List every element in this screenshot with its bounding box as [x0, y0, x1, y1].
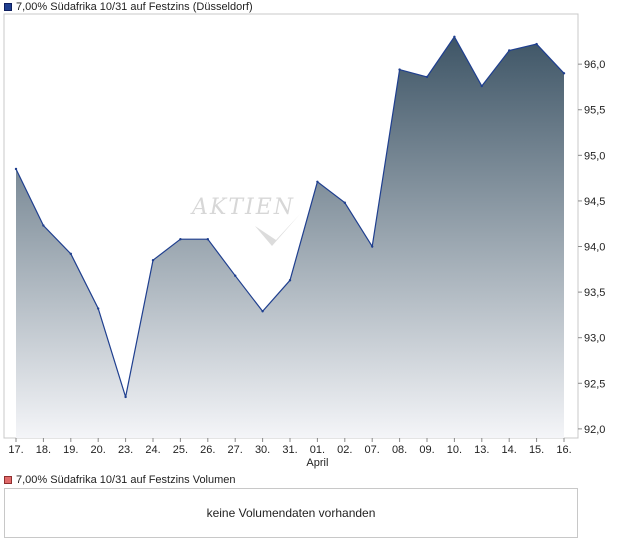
price-point — [69, 252, 73, 256]
y-tick-label: 95,5 — [584, 105, 605, 117]
x-tick-label: 17. — [8, 444, 23, 456]
price-chart: AKTIEN 92,092,593,093,594,094,595,095,59… — [3, 13, 605, 469]
x-tick-label: 26. — [200, 444, 215, 456]
price-legend-label: 7,00% Südafrika 10/31 auf Festzins (Düss… — [16, 1, 253, 13]
price-point — [562, 72, 566, 75]
price-legend: 7,00% Südafrika 10/31 auf Festzins (Düss… — [4, 0, 253, 14]
x-axis-month-label: April — [306, 457, 328, 469]
x-tick-label: 24. — [145, 444, 160, 456]
x-tick-label: 30. — [255, 444, 270, 456]
x-tick-label: 08. — [392, 444, 407, 456]
x-tick-label: 02. — [337, 444, 352, 456]
price-point — [480, 84, 483, 88]
y-tick-label: 93,5 — [584, 287, 605, 299]
x-tick-label: 07. — [365, 444, 380, 456]
price-point — [535, 42, 538, 46]
price-point — [425, 75, 429, 79]
x-tick-label: 20. — [91, 444, 106, 456]
price-point — [151, 258, 155, 262]
price-point — [453, 35, 456, 38]
y-tick-label: 92,0 — [584, 424, 605, 436]
y-tick-label: 92,5 — [584, 378, 605, 390]
volume-legend-swatch — [4, 476, 12, 484]
volume-legend: 7,00% Südafrika 10/31 auf Festzins Volum… — [4, 473, 236, 487]
y-tick-label: 94,5 — [584, 196, 605, 208]
y-tick-label: 94,0 — [584, 242, 605, 254]
price-area-fill — [16, 36, 564, 439]
x-tick-label: 25. — [173, 444, 188, 456]
price-legend-swatch — [4, 3, 12, 11]
y-tick-label: 95,0 — [584, 150, 605, 162]
x-tick-label: 18. — [36, 444, 51, 456]
price-point — [234, 274, 237, 277]
price-points — [14, 35, 566, 399]
volume-empty-message: keine Volumendaten vorhanden — [206, 506, 376, 520]
price-point — [508, 49, 511, 52]
price-point — [206, 238, 209, 241]
volume-panel: keine Volumendaten vorhanden — [4, 488, 578, 538]
x-tick-label: 19. — [63, 444, 78, 456]
price-point — [124, 395, 127, 399]
y-tick-label: 93,0 — [584, 333, 605, 345]
x-tick-label: 27. — [228, 444, 243, 456]
watermark-text: AKTIEN — [190, 195, 295, 220]
watermark-check-icon — [255, 214, 300, 246]
x-tick-label: 16. — [556, 444, 571, 456]
x-tick-label: 09. — [419, 444, 434, 456]
x-tick-label: 14. — [502, 444, 517, 456]
price-point — [97, 307, 100, 310]
price-point — [288, 279, 292, 282]
price-point — [179, 238, 182, 241]
price-point — [316, 180, 319, 183]
price-point — [343, 201, 346, 204]
y-axis-ticks: 92,0 92,5 93,0 93,5 94,0 94,5 95,0 95,5 96,0 — [578, 59, 605, 436]
price-point — [398, 68, 401, 71]
x-tick-label: 01. — [310, 444, 325, 456]
x-tick-label: 15. — [529, 444, 544, 456]
watermark: AKTIEN — [190, 195, 300, 246]
price-point — [371, 245, 374, 248]
x-tick-label: 10. — [447, 444, 462, 456]
volume-legend-label: 7,00% Südafrika 10/31 auf Festzins Volum… — [16, 474, 236, 486]
x-axis-ticks: 17. 18. 19. 20. 23. 24. 25. 26. 27. 30. 31. 01. 02. 0… — [8, 438, 572, 456]
x-tick-label: 23. — [118, 444, 133, 456]
price-point — [14, 167, 18, 171]
x-tick-label: 31. — [282, 444, 297, 456]
price-point — [261, 310, 264, 313]
x-tick-label: 13. — [474, 444, 489, 456]
price-point — [42, 224, 45, 227]
y-tick-label: 96,0 — [584, 59, 605, 71]
